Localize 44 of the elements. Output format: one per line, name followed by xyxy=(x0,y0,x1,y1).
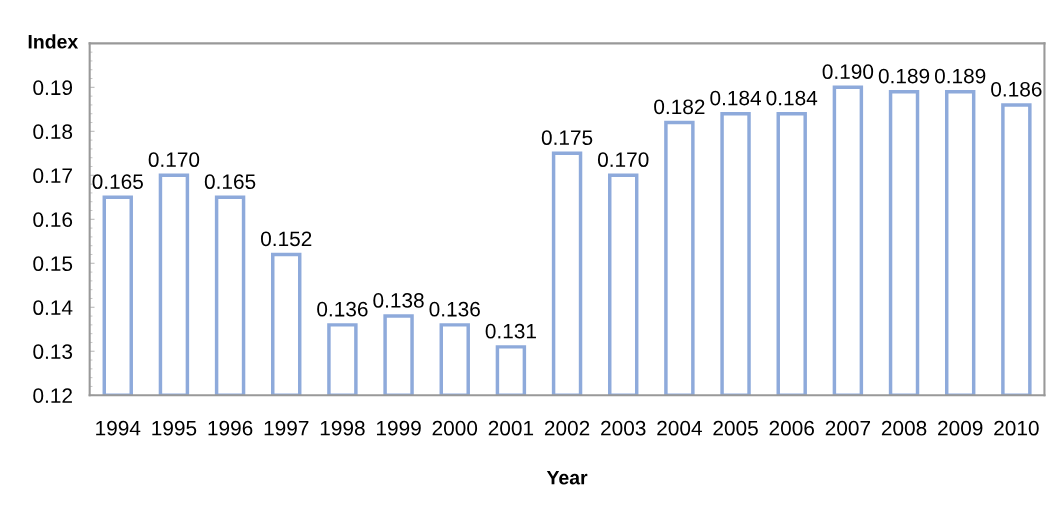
x-tick-label: 1996 xyxy=(208,420,253,436)
data-label: 0.186 xyxy=(991,81,1042,97)
x-tick-label: 2006 xyxy=(769,420,814,436)
y-tick-label: 0.19 xyxy=(33,80,73,96)
y-tick-label: 0.16 xyxy=(33,212,73,228)
x-tick-label: 2002 xyxy=(544,420,590,436)
x-tick-label: 2004 xyxy=(657,420,702,436)
x-tick-label: 2007 xyxy=(825,420,871,436)
x-tick-label: 2000 xyxy=(432,420,478,436)
x-tick-label: 2001 xyxy=(488,420,534,436)
y-tick-label: 0.14 xyxy=(33,300,73,316)
x-tick-label: 2005 xyxy=(713,420,758,436)
x-tick-label: 2003 xyxy=(601,420,646,436)
data-label: 0.136 xyxy=(317,301,368,317)
y-axis-title: Index xyxy=(28,34,79,49)
data-label: 0.165 xyxy=(204,174,256,190)
data-label: 0.182 xyxy=(654,99,705,115)
y-tick-label: 0.17 xyxy=(33,168,72,184)
data-label: 0.190 xyxy=(822,64,874,80)
x-tick-label: 2009 xyxy=(938,420,983,436)
data-label: 0.189 xyxy=(878,68,930,84)
data-label: 0.138 xyxy=(373,293,424,308)
x-tick-label: 1999 xyxy=(376,420,421,436)
x-tick-label: 1994 xyxy=(96,420,141,436)
x-tick-label: 2008 xyxy=(881,420,927,436)
x-tick-label: 1995 xyxy=(152,420,197,436)
y-tick-label: 0.15 xyxy=(33,256,73,272)
data-label: 0.184 xyxy=(766,90,818,106)
data-label: 0.189 xyxy=(934,68,986,84)
x-tick-label: 1997 xyxy=(264,420,309,436)
x-tick-label: 2010 xyxy=(994,420,1039,436)
y-tick-label: 0.12 xyxy=(33,388,72,403)
data-label: 0.165 xyxy=(92,174,143,190)
data-label: 0.136 xyxy=(429,301,480,317)
data-label: 0.170 xyxy=(597,152,649,168)
data-label: 0.175 xyxy=(541,130,593,146)
x-tick-label: 1998 xyxy=(320,420,365,436)
data-label: 0.170 xyxy=(148,152,200,168)
data-label: 0.152 xyxy=(261,231,312,247)
y-tick-label: 0.18 xyxy=(33,124,73,140)
x-axis-title: Year xyxy=(546,470,588,485)
data-label: 0.131 xyxy=(485,323,536,339)
y-tick-label: 0.13 xyxy=(33,344,73,360)
data-label: 0.184 xyxy=(710,90,762,106)
